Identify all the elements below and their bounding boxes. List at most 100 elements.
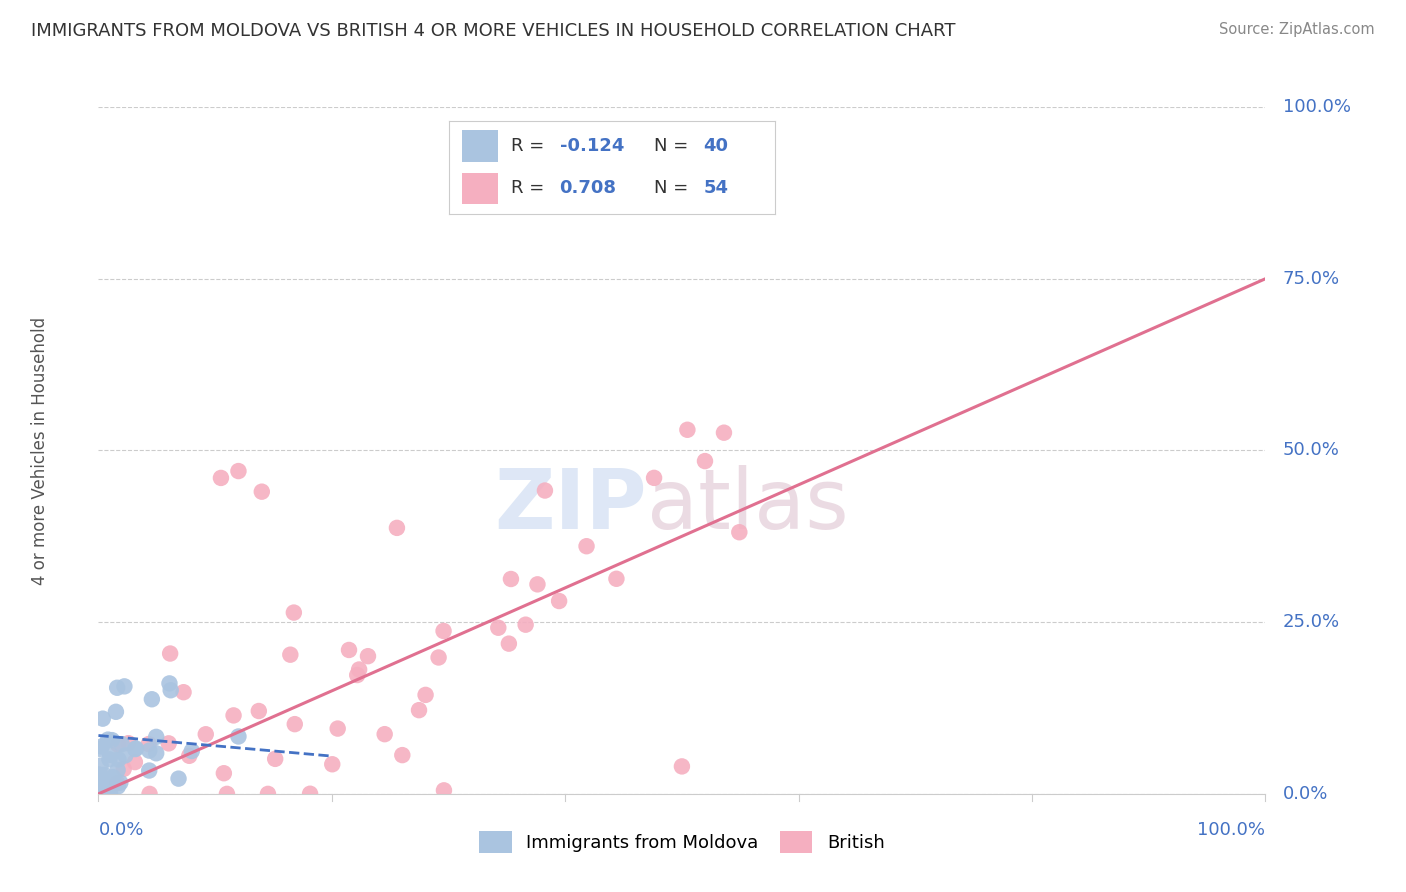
- Point: [90, 776, 112, 790]
- Point: [97, 732, 120, 747]
- Text: 4 or more Vehicles in Household: 4 or more Vehicles in Household: [31, 317, 49, 584]
- Point: [97, 778, 120, 792]
- Point: [257, 787, 280, 801]
- Point: [693, 454, 716, 468]
- Point: [427, 650, 450, 665]
- Point: [264, 752, 287, 766]
- Point: [515, 617, 537, 632]
- Point: [157, 736, 180, 750]
- Point: [125, 741, 148, 756]
- Text: 50.0%: 50.0%: [1282, 442, 1340, 459]
- Point: [138, 787, 160, 801]
- Point: [117, 736, 139, 750]
- Point: [138, 764, 160, 778]
- Point: [212, 766, 235, 780]
- Point: [575, 539, 598, 553]
- Point: [374, 727, 396, 741]
- Point: [107, 752, 129, 766]
- Point: [97, 785, 120, 799]
- Point: [93, 768, 115, 782]
- Point: [357, 649, 380, 664]
- Point: [101, 770, 124, 784]
- Point: [138, 744, 160, 758]
- Point: [250, 484, 273, 499]
- Point: [728, 525, 751, 540]
- Point: [105, 681, 128, 695]
- Point: [347, 663, 370, 677]
- Point: [114, 748, 136, 763]
- Point: [98, 747, 121, 762]
- Point: [93, 787, 115, 801]
- Point: [391, 748, 413, 763]
- Point: [209, 471, 232, 485]
- Point: [346, 668, 368, 682]
- Point: [110, 775, 132, 789]
- Point: [107, 780, 129, 794]
- Point: [194, 727, 217, 741]
- Point: [299, 787, 322, 801]
- Point: [526, 577, 548, 591]
- Point: [215, 787, 238, 801]
- Point: [180, 744, 202, 758]
- Text: 100.0%: 100.0%: [1282, 98, 1351, 116]
- Point: [247, 704, 270, 718]
- Point: [138, 737, 160, 751]
- Point: [105, 776, 128, 790]
- Text: 100.0%: 100.0%: [1198, 822, 1265, 839]
- Point: [498, 637, 520, 651]
- Point: [486, 621, 509, 635]
- Point: [713, 425, 735, 440]
- Point: [98, 787, 121, 801]
- Point: [433, 783, 456, 797]
- Point: [548, 594, 571, 608]
- Point: [124, 755, 146, 769]
- Point: [91, 712, 114, 726]
- Point: [326, 722, 349, 736]
- Text: 75.0%: 75.0%: [1282, 269, 1340, 288]
- Point: [408, 703, 430, 717]
- Point: [104, 705, 127, 719]
- Point: [671, 759, 693, 773]
- Text: atlas: atlas: [647, 465, 849, 546]
- Point: [278, 648, 301, 662]
- Text: Source: ZipAtlas.com: Source: ZipAtlas.com: [1219, 22, 1375, 37]
- Point: [321, 757, 343, 772]
- Point: [179, 748, 201, 763]
- Point: [228, 464, 250, 478]
- Point: [90, 739, 112, 754]
- Point: [385, 521, 408, 535]
- Point: [283, 606, 305, 620]
- Point: [98, 752, 121, 766]
- Point: [97, 778, 120, 792]
- Point: [141, 692, 163, 706]
- Point: [432, 624, 454, 638]
- Point: [159, 676, 181, 690]
- Point: [111, 737, 134, 751]
- Point: [228, 730, 250, 744]
- Point: [145, 746, 167, 760]
- Point: [499, 572, 522, 586]
- Point: [284, 717, 307, 731]
- Text: 0.0%: 0.0%: [1282, 785, 1329, 803]
- Point: [107, 738, 129, 752]
- Point: [145, 730, 167, 744]
- Text: 0.0%: 0.0%: [98, 822, 143, 839]
- Point: [87, 767, 110, 781]
- Point: [89, 741, 111, 756]
- Point: [337, 643, 360, 657]
- Legend: Immigrants from Moldova, British: Immigrants from Moldova, British: [472, 824, 891, 861]
- Point: [415, 688, 437, 702]
- Point: [222, 708, 245, 723]
- Point: [605, 572, 627, 586]
- Point: [112, 679, 135, 693]
- Point: [101, 771, 124, 785]
- Point: [112, 762, 135, 776]
- Point: [534, 483, 557, 498]
- Text: 25.0%: 25.0%: [1282, 613, 1340, 632]
- Point: [167, 772, 190, 786]
- Point: [90, 758, 112, 772]
- Point: [159, 647, 181, 661]
- Point: [676, 423, 699, 437]
- Point: [91, 779, 114, 793]
- Point: [173, 685, 195, 699]
